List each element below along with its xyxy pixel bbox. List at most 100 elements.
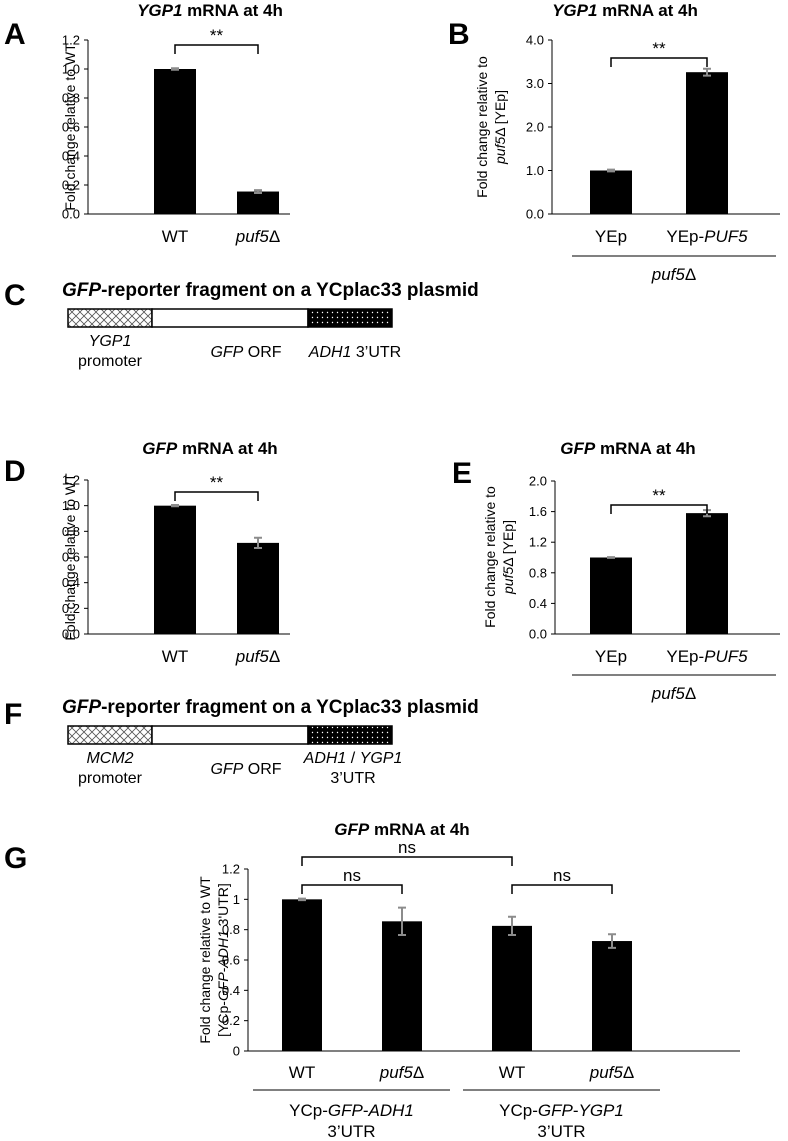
error-bar [607,168,615,173]
chart-title: YGP1 mRNA at 4h [552,1,698,20]
promoter-gene-label: MCM2 [86,750,133,767]
panel-b-chart: B YGP1 mRNA at 4h 0.0 1.0 2.0 3.0 4.0 Fold chan… [448,1,780,284]
y-tick-label: 0.6 [62,550,80,565]
y-tick-label: 2.0 [526,120,544,135]
group-label: puf5Δ [651,265,696,284]
promoter-gene-label: YGP1 [89,333,132,350]
y-axis-label: Fold change relative to WT [62,473,78,641]
chart-title: GFP mRNA at 4h [560,439,695,458]
utr-segment [307,308,393,328]
panel-f: F GFP-reporter fragment on a YCplac33 pl… [4,697,479,787]
significance-bracket [301,856,513,866]
y-tick-label: 0.4 [529,596,547,611]
y-tick-label: 1.0 [526,163,544,178]
y-tick-label: 0.8 [62,91,80,106]
significance-label: ns [343,866,361,885]
promoter-word-label: promoter [78,770,143,787]
x-category-label: YEp [595,647,627,666]
y-tick-label: 0.0 [526,207,544,222]
y-tick-label: 0.6 [62,120,80,135]
chart-title: GFP mRNA at 4h [334,820,469,839]
error-bar [398,906,406,936]
y-tick-label: 0.0 [62,207,80,222]
y-tick-label: 0.6 [222,953,240,968]
significance-bracket [174,44,259,54]
y-tick-label: 1.2 [62,33,80,48]
y-tick-label: 1.0 [62,498,80,513]
utr-gene-label: ADH1 / YGP1 [303,750,403,767]
panel-letter-d: D [4,455,26,488]
significance-label: ** [210,473,224,492]
error-bar [171,504,179,508]
error-bar [298,897,306,902]
bar [237,191,279,214]
panel-letter-a: A [4,18,26,51]
significance-bracket [174,491,259,501]
y-tick-label: 2.0 [529,474,547,489]
group-label-line1: YCp-GFP-ADH1 [289,1101,414,1120]
error-bar [508,915,516,936]
error-bar [254,189,262,194]
error-bar [254,536,262,550]
chart-title: YGP1 mRNA at 4h [137,1,283,20]
y-axis-label-line2: puf5Δ [YEp] [500,520,516,595]
orf-segment [151,725,309,745]
y-tick-label: 0.2 [222,1013,240,1028]
panel-f-title: GFP-reporter fragment on a YCplac33 plas… [62,697,479,718]
significance-bracket [511,884,613,894]
significance-label: ns [553,866,571,885]
y-tick-label: 0.8 [62,524,80,539]
y-tick-label: 1.2 [529,535,547,550]
x-category-label: WT [162,647,188,666]
orf-label: GFP ORF [210,761,281,778]
panel-letter-e: E [452,457,472,490]
y-axis-label-line2: [YCp-GFP-ADH1 3'UTR] [215,883,231,1037]
bar [154,505,196,634]
y-tick-label: 0.8 [529,565,547,580]
significance-label: ** [652,39,666,58]
significance-bracket [610,504,708,514]
group-label-line1: YCp-GFP-YGP1 [499,1101,624,1120]
promoter-segment [67,308,153,328]
chart-title: GFP mRNA at 4h [142,439,277,458]
x-category-label: YEp-PUF5 [666,647,748,666]
bar [590,170,632,214]
panel-e-chart: E GFP mRNA at 4h 0.0 0.4 0.8 1.2 1.6 2.0 Fold ch… [452,439,780,703]
x-category-label: WT [289,1063,315,1082]
y-axis-label-line1: Fold change relative to [474,56,490,198]
x-category-label: YEp [595,227,627,246]
panel-letter-b: B [448,18,470,51]
y-tick-label: 0.0 [529,627,547,642]
bar [382,921,422,1051]
x-category-label: puf5Δ [235,227,280,246]
utr-segment [307,725,393,745]
bar [492,925,532,1051]
bar [590,557,632,634]
y-axis-label-line1: Fold change relative to WT [197,876,213,1044]
y-tick-label: 0.8 [222,922,240,937]
utr-word-label: 3’UTR [330,770,375,787]
x-category-label: WT [499,1063,525,1082]
orf-label: GFP ORF [210,344,281,361]
y-tick-label: 0.4 [222,983,240,998]
significance-bracket [610,57,708,67]
utr-label: ADH1 3’UTR [308,344,401,361]
y-axis-label: Fold change relative to WT [62,43,78,211]
panel-d-chart: D GFP mRNA at 4h 0.0 0.2 0.4 0.6 0.8 1.0 1.2Fold… [4,439,290,666]
y-tick-label: 0.0 [62,627,80,642]
panel-letter-g: G [4,842,27,875]
x-category-label: YEp-PUF5 [666,227,748,246]
group-label-line2: 3’UTR [327,1122,375,1141]
y-tick-label: 0.2 [62,601,80,616]
group-label: puf5Δ [651,684,696,703]
y-tick-label: 1.2 [222,862,240,877]
panel-letter-c: C [4,279,26,312]
error-bar [171,67,179,71]
y-tick-label: 0 [233,1044,240,1059]
orf-segment [151,308,309,328]
y-tick-label: 1 [233,892,240,907]
significance-label: ns [398,838,416,857]
y-tick-label: 1.0 [62,62,80,77]
